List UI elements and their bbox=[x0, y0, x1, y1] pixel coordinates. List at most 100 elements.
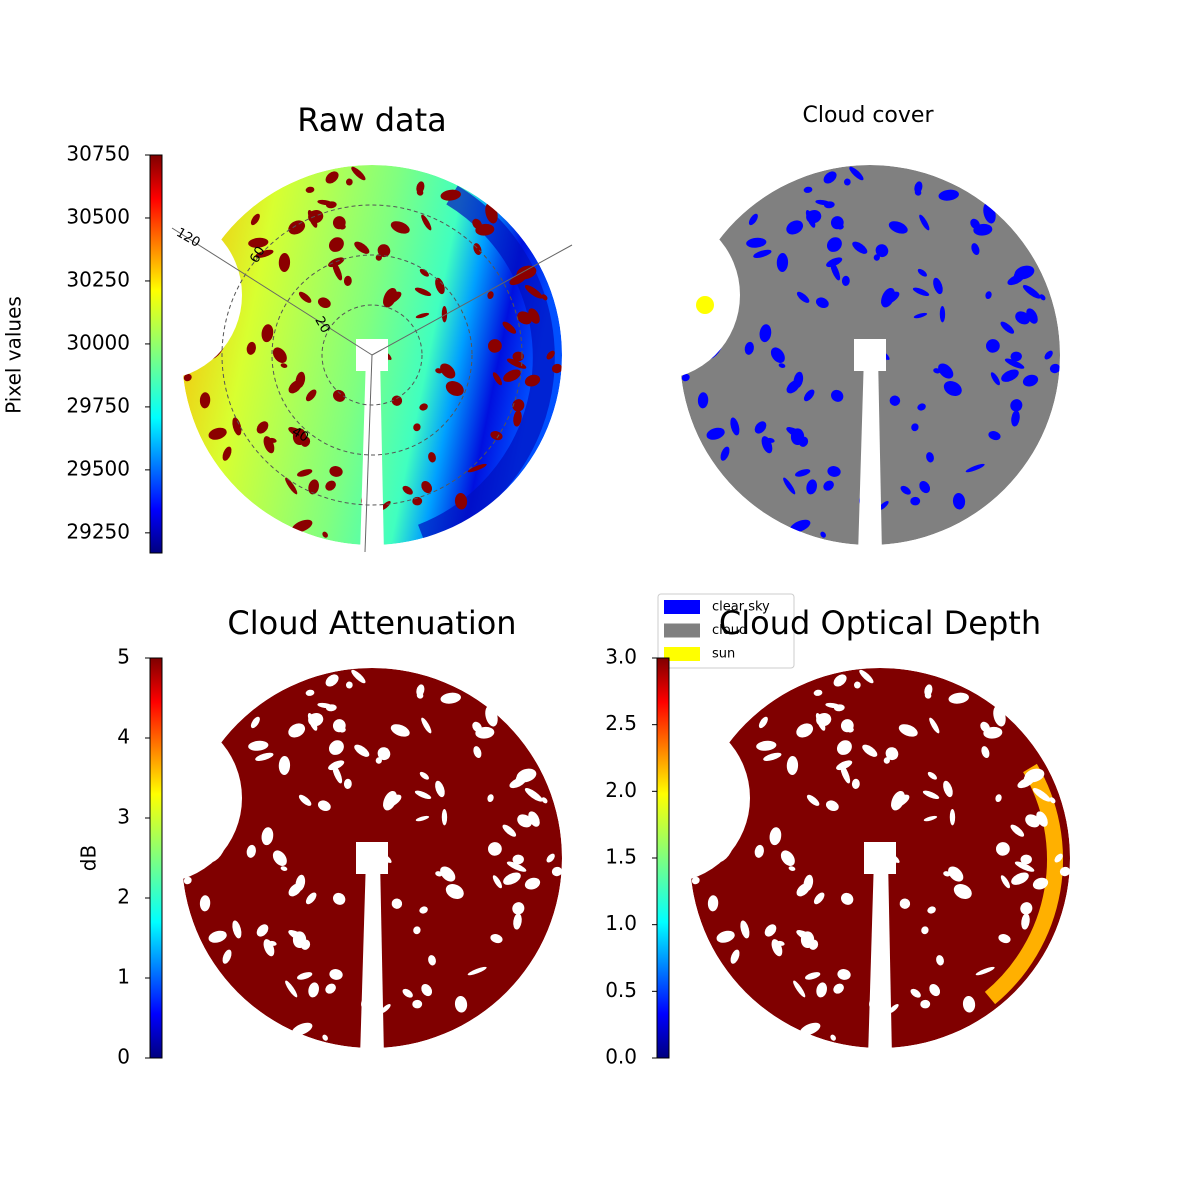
cloud-blob bbox=[199, 392, 211, 409]
cloud-blob bbox=[440, 189, 461, 201]
cloud-blob bbox=[869, 996, 883, 1012]
polar-grid-label: 40 bbox=[289, 424, 311, 445]
cloud-blob bbox=[278, 756, 291, 775]
cloud-blob bbox=[487, 291, 494, 300]
colorbar-tick-label: 29750 bbox=[66, 393, 130, 417]
cloud-blob bbox=[1010, 351, 1022, 362]
cloud-blob bbox=[759, 324, 772, 343]
cloud-blob bbox=[706, 427, 725, 440]
cloud-blob bbox=[875, 244, 889, 258]
cloud-blob bbox=[513, 410, 522, 427]
cloud-blob bbox=[509, 274, 527, 286]
cloud-blob bbox=[965, 463, 985, 473]
cloud-blob bbox=[919, 214, 930, 231]
cloud-blob bbox=[815, 297, 829, 309]
cloud-blob bbox=[222, 446, 232, 461]
cloud-blob bbox=[806, 209, 822, 224]
cloud-blob bbox=[209, 290, 229, 305]
cloud-blob bbox=[421, 983, 433, 997]
cloud-blob bbox=[524, 285, 543, 299]
cloud-blob bbox=[380, 501, 391, 511]
cloud-blob bbox=[297, 972, 313, 980]
cloud-blob bbox=[885, 747, 899, 761]
cloud-blob bbox=[503, 872, 521, 885]
cloud-blob bbox=[492, 372, 502, 386]
cloud-blob bbox=[288, 380, 302, 394]
cloud-blob bbox=[256, 924, 269, 937]
cloud-blob bbox=[788, 866, 796, 871]
cloud-blob bbox=[325, 674, 339, 687]
cloud-blob bbox=[748, 213, 758, 226]
colorbar-tick-label: 2.0 bbox=[605, 778, 637, 802]
cloud-blob bbox=[881, 291, 900, 305]
cloud-blob bbox=[976, 224, 987, 235]
cloud-blob bbox=[873, 254, 880, 261]
cloud-blob bbox=[328, 237, 344, 252]
cloud-blob bbox=[1044, 350, 1053, 360]
cloud-blob bbox=[933, 277, 943, 295]
cloud-blob bbox=[261, 827, 274, 846]
cloud-blob bbox=[300, 436, 311, 447]
cloud-blob bbox=[778, 363, 786, 368]
cloud-blob bbox=[272, 850, 287, 866]
cloud-blob bbox=[369, 853, 389, 867]
cloud-blob bbox=[820, 531, 826, 538]
cloud-blob bbox=[199, 895, 211, 912]
cloud-blob bbox=[1032, 788, 1051, 802]
colorbar-tick-label: 30750 bbox=[66, 142, 130, 166]
cloud-blob bbox=[923, 815, 938, 822]
cloud-blob bbox=[390, 221, 410, 234]
cloud-blob bbox=[763, 752, 782, 761]
cloud-blob bbox=[541, 797, 548, 804]
cloud-blob bbox=[541, 294, 548, 301]
cloud-blob bbox=[551, 363, 563, 374]
polar-grid-line bbox=[171, 227, 373, 356]
cloud-blob bbox=[793, 980, 806, 998]
colorbar-tick-label: 29250 bbox=[66, 519, 130, 543]
cloud-blob bbox=[803, 186, 813, 193]
cloud-blob bbox=[1025, 814, 1041, 828]
colorbar-tick-label: 30000 bbox=[66, 330, 130, 354]
cloud-blob bbox=[298, 794, 312, 806]
cloud-blob bbox=[391, 395, 403, 406]
colorbar-tick-label: 5 bbox=[117, 645, 130, 669]
colorbar-tick-label: 2.5 bbox=[605, 711, 637, 735]
cloud-blob bbox=[383, 291, 402, 305]
sky-image bbox=[690, 668, 1071, 1048]
cloud-blob bbox=[1011, 410, 1020, 427]
cloud-blob bbox=[280, 363, 288, 368]
cloud-blob bbox=[771, 939, 783, 957]
cloud-blob bbox=[512, 854, 524, 865]
cloud-blob bbox=[1011, 872, 1029, 885]
cloud-blob bbox=[889, 395, 901, 406]
cloud-blob bbox=[1004, 358, 1025, 369]
sky-image bbox=[182, 668, 563, 1048]
cloud-blob bbox=[986, 727, 997, 738]
colorbar-tick-label: 4 bbox=[117, 725, 130, 749]
cloud-blob bbox=[509, 777, 527, 789]
cloud-blob bbox=[708, 341, 723, 359]
cloud-blob bbox=[780, 850, 795, 866]
cloud-blob bbox=[440, 692, 461, 704]
cloud-blob bbox=[332, 892, 346, 905]
cloud-blob bbox=[877, 853, 897, 867]
cloud-blob bbox=[413, 423, 421, 432]
panel: Raw data 120 60 20 40 29250 29500 29750 30000 302… bbox=[2, 101, 573, 554]
cloud-blob bbox=[325, 480, 336, 491]
cloud-blob bbox=[744, 341, 754, 355]
cloud-blob bbox=[441, 809, 448, 826]
cloud-blob bbox=[756, 740, 777, 751]
cloud-blob bbox=[1021, 913, 1030, 930]
polar-grid-line bbox=[364, 354, 373, 553]
cloud-blob bbox=[681, 373, 690, 382]
cloud-blob bbox=[1015, 311, 1031, 325]
cloud-blob bbox=[786, 756, 799, 775]
cloud-blob bbox=[833, 983, 844, 994]
cloud-blob bbox=[435, 277, 445, 295]
cloud-blob bbox=[354, 744, 370, 757]
cloud-blob bbox=[414, 790, 432, 800]
cloud-blob bbox=[927, 771, 938, 780]
cloud-blob bbox=[859, 493, 873, 509]
colorbar-tick-label: 30250 bbox=[66, 267, 130, 291]
cloud-blob bbox=[248, 740, 269, 751]
